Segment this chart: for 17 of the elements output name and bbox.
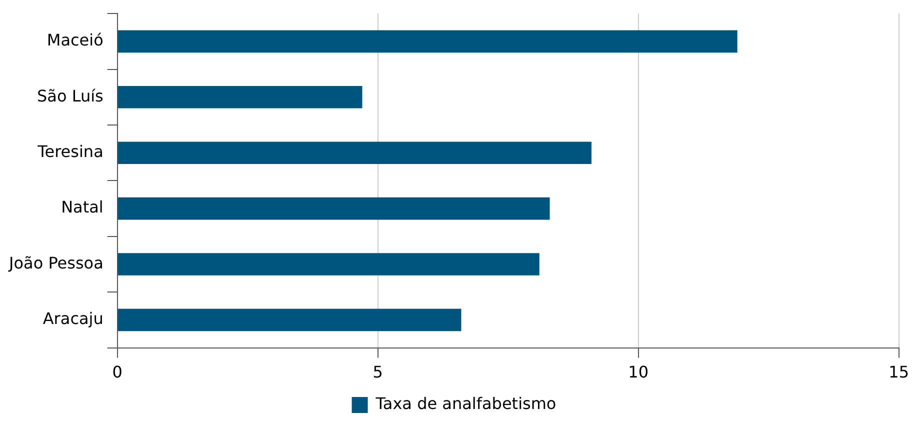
bar	[118, 30, 738, 53]
bar	[118, 142, 592, 164]
x-tick-label: 0	[112, 362, 122, 382]
legend-label: Taxa de analfabetismo	[374, 394, 556, 414]
y-tick-label: São Luís	[36, 86, 104, 106]
y-tick-label: Maceió	[46, 30, 104, 50]
y-tick-label: João Pessoa	[8, 253, 104, 272]
bar	[118, 86, 362, 108]
bar	[118, 308, 462, 332]
bar	[118, 253, 540, 276]
y-tick-label: Natal	[61, 198, 104, 217]
y-tick-label: Aracaju	[42, 309, 104, 328]
x-tick-label: 10	[628, 362, 649, 382]
bar	[118, 197, 550, 220]
x-tick-label: 5	[372, 362, 383, 382]
x-tick-label: 15	[888, 362, 909, 382]
y-tick-label: Teresina	[36, 142, 104, 162]
